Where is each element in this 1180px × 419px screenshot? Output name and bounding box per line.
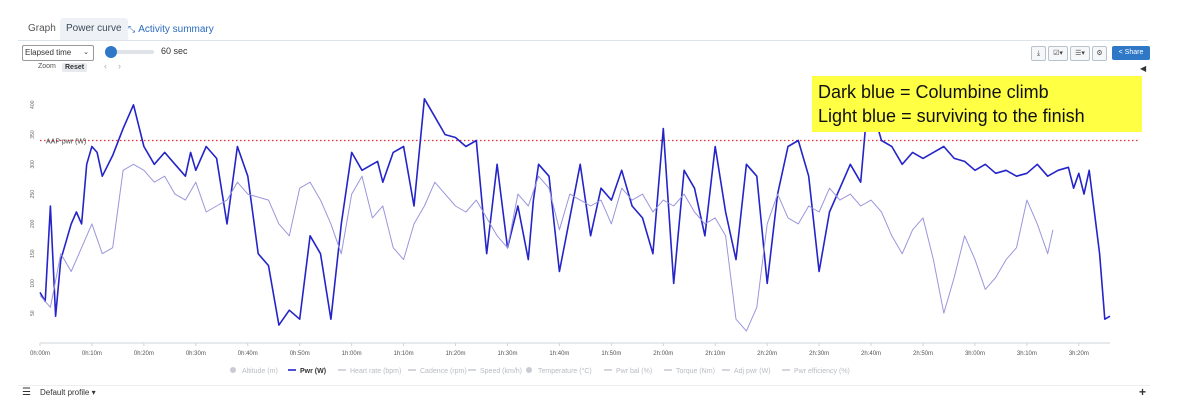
zoom-label: Zoom bbox=[38, 63, 56, 70]
legend-label: Adj pwr (W) bbox=[734, 368, 771, 375]
legend-label: Cadence (rpm) bbox=[420, 368, 467, 375]
footer-bar: ☰ Default profile ▾ + bbox=[18, 385, 1150, 400]
chevron-down-icon: ⌄ bbox=[83, 49, 89, 56]
x-tick-label: 2h:10m bbox=[705, 351, 725, 357]
y-tick-label: 350 bbox=[30, 130, 36, 139]
x-tick-label: 1h:10m bbox=[394, 351, 414, 357]
share-label: Share bbox=[1124, 49, 1144, 56]
legend-item[interactable]: Adj pwr (W) bbox=[722, 368, 771, 375]
legend-label: Torque (Nm) bbox=[676, 368, 715, 375]
legend-label: Temperature (°C) bbox=[538, 367, 592, 375]
tab-graph-label: Graph bbox=[28, 23, 56, 34]
legend-item[interactable]: Pwr bal (%) bbox=[604, 368, 652, 375]
menu-icon[interactable]: ☰ bbox=[22, 387, 31, 398]
share-button[interactable]: < Share bbox=[1112, 46, 1150, 60]
x-tick-label: 0h:50m bbox=[290, 351, 310, 357]
reset-zoom-button[interactable]: Reset bbox=[62, 63, 88, 72]
legend-item[interactable]: Torque (Nm) bbox=[664, 368, 715, 375]
legend-label: Heart rate (bpm) bbox=[350, 368, 401, 375]
x-tick-label: 3h:10m bbox=[1017, 351, 1037, 357]
legend-label: Altitude (m) bbox=[242, 368, 278, 375]
x-tick-label: 0h:10m bbox=[82, 351, 102, 357]
x-tick-label: 0h:40m bbox=[238, 351, 258, 357]
share-icon: < bbox=[1118, 49, 1123, 56]
tab-graph[interactable]: Graph bbox=[22, 18, 62, 40]
chevron-left-icon[interactable]: ‹ bbox=[104, 61, 107, 71]
legend-label: Pwr (W) bbox=[300, 368, 326, 375]
gear-icon[interactable]: ⚙ bbox=[1092, 46, 1107, 61]
x-tick-label: 0h:30m bbox=[186, 351, 206, 357]
y-tick-label: 50 bbox=[30, 310, 36, 316]
list-dropdown-button[interactable]: ☰▾ bbox=[1070, 46, 1090, 61]
profile-select[interactable]: Default profile ▾ bbox=[40, 388, 96, 397]
x-tick-label: 1h:20m bbox=[446, 351, 466, 357]
legend-item[interactable]: Heart rate (bpm) bbox=[338, 368, 401, 375]
y-tick-label: 100 bbox=[30, 279, 36, 288]
smoothing-slider-handle[interactable] bbox=[105, 46, 117, 58]
x-tick-label: 1h:50m bbox=[601, 351, 621, 357]
expand-icon: ⤡ bbox=[128, 24, 136, 34]
x-tick-label: 3h:00m bbox=[965, 351, 985, 357]
smoothing-slider-track[interactable] bbox=[106, 50, 154, 54]
add-icon[interactable]: + bbox=[1138, 385, 1146, 399]
y-tick-label: 250 bbox=[30, 190, 36, 199]
legend-item[interactable]: Altitude (m) bbox=[230, 367, 278, 375]
download-button[interactable]: ⤓ bbox=[1031, 46, 1046, 61]
tab-activity-summary[interactable]: ⤡ Activity summary bbox=[122, 18, 220, 40]
series-line-dark bbox=[39, 98, 1111, 326]
legend-label: Pwr efficiency (%) bbox=[794, 368, 850, 375]
chart-toolbar: Elapsed time ⌄ 60 sec ⤓ ☑▾ ☰▾ ⚙ < Share bbox=[18, 45, 1150, 63]
legend-marker bbox=[526, 367, 532, 373]
reference-line-label: AAP pwr (W) bbox=[46, 139, 86, 146]
y-tick-label: 300 bbox=[30, 160, 36, 169]
x-tick-label: 1h:30m bbox=[497, 351, 517, 357]
chevron-right-icon[interactable]: › bbox=[118, 61, 121, 71]
x-tick-label: 0h:20m bbox=[134, 351, 154, 357]
smoothing-value: 60 sec bbox=[161, 46, 188, 56]
legend-label: Pwr bal (%) bbox=[616, 368, 652, 375]
legend-item[interactable]: Cadence (rpm) bbox=[408, 368, 467, 375]
collapse-panel-icon[interactable]: ◀ bbox=[1140, 64, 1147, 73]
x-tick-label: 2h:00m bbox=[653, 351, 673, 357]
x-tick-label: 3h:20m bbox=[1069, 351, 1089, 357]
x-tick-label: 0h:00m bbox=[30, 351, 50, 357]
legend-item[interactable]: Pwr efficiency (%) bbox=[782, 368, 850, 375]
x-tick-label: 2h:40m bbox=[861, 351, 881, 357]
tab-activity-summary-label: Activity summary bbox=[138, 24, 214, 35]
annotation-line-2: Light blue = surviving to the finish bbox=[818, 106, 1085, 126]
tab-power-curve-label: Power curve bbox=[66, 23, 122, 34]
y-tick-label: 150 bbox=[30, 249, 36, 258]
x-axis-select[interactable]: Elapsed time ⌄ bbox=[22, 45, 94, 61]
series-line-light bbox=[39, 163, 1054, 332]
legend-item[interactable]: Speed (km/h) bbox=[468, 368, 522, 375]
legend-item[interactable]: Temperature (°C) bbox=[526, 367, 592, 375]
x-tick-label: 2h:50m bbox=[913, 351, 933, 357]
x-tick-label: 2h:30m bbox=[809, 351, 829, 357]
edit-dropdown-button[interactable]: ☑▾ bbox=[1048, 46, 1068, 61]
x-tick-label: 1h:40m bbox=[549, 351, 569, 357]
legend-label: Speed (km/h) bbox=[480, 368, 522, 375]
y-tick-label: 200 bbox=[30, 219, 36, 228]
profile-label: Default profile bbox=[40, 388, 90, 397]
legend-marker bbox=[230, 367, 236, 373]
legend-item[interactable]: Pwr (W) bbox=[288, 368, 326, 375]
tab-power-curve[interactable]: Power curve bbox=[60, 18, 128, 40]
x-tick-label: 2h:20m bbox=[757, 351, 777, 357]
annotation-box: Dark blue = Columbine climb Light blue =… bbox=[812, 76, 1142, 132]
annotation-line-1: Dark blue = Columbine climb bbox=[818, 82, 1049, 102]
y-tick-label: 400 bbox=[30, 100, 36, 109]
x-tick-label: 1h:00m bbox=[342, 351, 362, 357]
x-axis-select-value: Elapsed time bbox=[25, 48, 72, 57]
tab-bar: Graph Power curve ⤡ Activity summary bbox=[18, 18, 1148, 41]
